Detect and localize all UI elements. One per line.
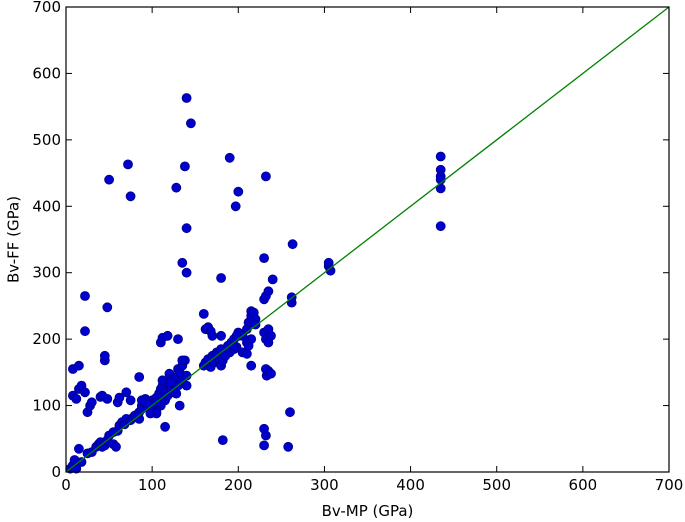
data-point-134 <box>99 350 110 361</box>
data-point-171 <box>230 201 241 212</box>
data-point-161 <box>102 302 113 313</box>
data-point-98 <box>263 286 274 297</box>
data-point-130 <box>86 397 97 408</box>
data-point-158 <box>246 334 257 345</box>
y-tick-label-500: 500 <box>32 131 61 149</box>
data-point-176 <box>259 423 270 434</box>
data-point-116 <box>177 355 188 366</box>
data-point-122 <box>71 393 82 404</box>
data-point-155 <box>231 330 242 341</box>
data-point-188 <box>166 377 177 388</box>
data-points <box>65 93 446 474</box>
data-point-153 <box>216 330 227 341</box>
y-tick-label-300: 300 <box>32 264 61 282</box>
data-point-165 <box>171 182 182 193</box>
y-tick-label-700: 700 <box>32 0 61 16</box>
data-point-145 <box>177 257 188 268</box>
data-point-173 <box>260 171 271 182</box>
y-tick-label-100: 100 <box>32 397 61 415</box>
data-point-189 <box>171 388 182 399</box>
x-tick-label-500: 500 <box>482 476 511 494</box>
data-point-170 <box>224 152 235 163</box>
data-point-147 <box>198 308 209 319</box>
data-point-169 <box>185 118 196 129</box>
x-tick-label-700: 700 <box>655 476 684 494</box>
data-point-102 <box>287 239 298 250</box>
x-axis-label: Bv-MP (GPa) <box>322 502 414 520</box>
data-point-164 <box>125 191 136 202</box>
data-point-17 <box>111 441 121 452</box>
axis-ticks <box>65 6 670 473</box>
data-point-4 <box>74 443 84 454</box>
data-point-160 <box>80 291 90 301</box>
x-tick-label-400: 400 <box>396 476 425 494</box>
data-point-138 <box>121 387 132 398</box>
data-point-144 <box>173 334 183 345</box>
data-point-187 <box>145 408 156 419</box>
data-point-166 <box>179 161 190 172</box>
x-tick-label-0: 0 <box>61 476 71 494</box>
data-point-124 <box>74 360 84 371</box>
y-tick-label-600: 600 <box>32 64 61 82</box>
data-point-180 <box>160 421 171 432</box>
x-tick-label-100: 100 <box>138 476 167 494</box>
data-point-94 <box>266 330 276 341</box>
data-point-140 <box>134 372 145 382</box>
data-point-168 <box>181 223 192 234</box>
data-point-174 <box>259 440 270 451</box>
data-point-162 <box>104 174 114 185</box>
data-point-95 <box>267 274 278 285</box>
identity-reference-line <box>65 6 670 473</box>
data-point-127 <box>80 326 90 337</box>
data-point-183 <box>136 395 147 406</box>
y-tick-label-200: 200 <box>32 330 61 348</box>
data-point-185 <box>157 375 168 386</box>
data-point-179 <box>217 435 228 446</box>
data-point-172 <box>233 186 244 197</box>
data-point-89 <box>246 360 257 371</box>
x-tick-label-300: 300 <box>310 476 339 494</box>
data-point-151 <box>207 330 218 341</box>
data-point-157 <box>241 348 252 359</box>
data-point-137 <box>114 392 125 403</box>
data-point-152 <box>216 273 227 283</box>
x-tick-label-600: 600 <box>569 476 598 494</box>
data-point-167 <box>181 93 192 103</box>
data-point-108 <box>323 257 334 268</box>
data-point-146 <box>181 267 192 278</box>
plot-frame <box>65 6 670 473</box>
data-point-126 <box>80 387 90 398</box>
data-point-143 <box>162 330 173 341</box>
y-tick-label-400: 400 <box>32 197 61 215</box>
data-point-5 <box>76 457 87 467</box>
data-point-163 <box>123 159 133 170</box>
y-axis-label: Bv-FF (GPa) <box>5 196 23 283</box>
data-point-106 <box>266 368 276 379</box>
y-tick-label-0: 0 <box>51 463 61 481</box>
data-point-99 <box>259 253 270 264</box>
data-point-177 <box>283 441 294 452</box>
data-point-178 <box>285 407 295 418</box>
data-point-139 <box>125 395 136 406</box>
data-point-58 <box>181 380 192 391</box>
data-point-114 <box>435 183 446 194</box>
x-tick-label-200: 200 <box>224 476 253 494</box>
data-point-181 <box>174 400 185 411</box>
tick-labels: 0 100 200 300 400 500 600 700 0 100 200 300 400 500 60… <box>32 0 683 494</box>
data-point-135 <box>102 393 113 404</box>
data-point-110 <box>435 151 446 162</box>
data-point-159 <box>250 319 261 330</box>
data-point-115 <box>435 221 446 232</box>
